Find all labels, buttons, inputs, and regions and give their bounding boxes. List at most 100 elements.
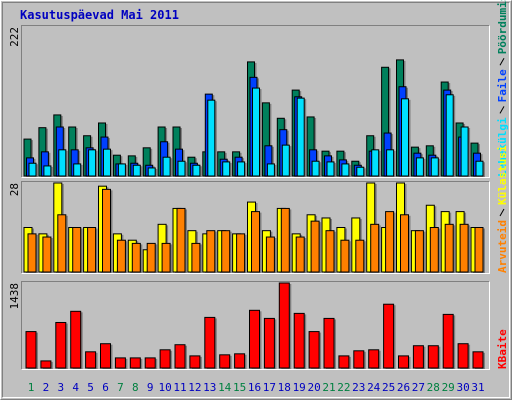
bar xyxy=(189,355,201,369)
bar xyxy=(177,160,186,177)
x-tick-label: 22 xyxy=(337,381,350,394)
x-tick-label: 27 xyxy=(412,381,425,394)
x-tick-label: 28 xyxy=(427,381,440,394)
legend-entry: Lehekülgi xyxy=(496,117,509,177)
bar xyxy=(102,188,111,273)
bar xyxy=(176,207,186,273)
bar xyxy=(368,349,380,369)
x-tick-label: 1 xyxy=(28,381,35,394)
x-tick-label: 4 xyxy=(72,381,79,394)
bar xyxy=(73,163,82,177)
bar xyxy=(144,357,156,369)
bar xyxy=(87,227,97,273)
x-tick-label: 26 xyxy=(397,381,410,394)
bar xyxy=(72,227,82,273)
x-tick-label: 30 xyxy=(456,381,469,394)
legend-entry: Pöördumisi xyxy=(496,0,509,54)
bar xyxy=(161,242,171,273)
bar xyxy=(58,149,67,177)
bar xyxy=(43,165,52,177)
bar xyxy=(280,207,290,273)
bar xyxy=(88,149,97,177)
bar xyxy=(371,149,380,177)
x-tick-label: 17 xyxy=(263,381,276,394)
bar xyxy=(162,156,171,177)
bar xyxy=(191,242,201,273)
x-tick-label: 8 xyxy=(132,381,139,394)
legend-entry: Külastusi xyxy=(496,145,509,205)
bar xyxy=(132,164,141,177)
x-tick-label: 21 xyxy=(322,381,335,394)
bar xyxy=(159,349,171,369)
bar xyxy=(444,223,454,273)
panel-bevel xyxy=(21,181,490,274)
bar xyxy=(174,344,186,369)
bar xyxy=(219,354,231,369)
bar xyxy=(385,211,395,273)
x-tick-label: 14 xyxy=(218,381,232,394)
panel-bevel xyxy=(21,181,490,274)
panel-bevel xyxy=(21,25,490,178)
plot: 222LehekülgiFailePöördumisi28ArvuteidKül… xyxy=(8,0,509,394)
x-tick-label: 5 xyxy=(87,381,94,394)
bar xyxy=(192,164,201,177)
x-tick-label: 2 xyxy=(43,381,50,394)
bar xyxy=(207,99,216,177)
x-tick-label: 25 xyxy=(382,381,395,394)
bar xyxy=(310,220,320,273)
bar xyxy=(295,236,305,273)
bar xyxy=(237,161,246,177)
x-tick-label: 12 xyxy=(188,381,201,394)
bar xyxy=(251,211,260,273)
x-tick-label: 3 xyxy=(57,381,64,394)
bar xyxy=(400,214,409,273)
bar xyxy=(222,161,231,177)
bar xyxy=(85,351,97,369)
bar xyxy=(131,242,141,273)
bar xyxy=(278,282,290,369)
legend-entry: Faile xyxy=(496,69,509,102)
bar xyxy=(398,355,409,369)
bar xyxy=(103,148,111,177)
bar xyxy=(281,144,290,177)
panel-bevel xyxy=(21,281,490,370)
panel-bevel xyxy=(21,281,490,370)
bar xyxy=(326,161,335,177)
bar xyxy=(340,239,350,273)
bar xyxy=(459,223,469,273)
legend-entry: KBaite xyxy=(496,329,509,369)
bar xyxy=(386,149,395,177)
bar xyxy=(460,126,469,177)
chart-title: Kasutuspäevad Mai 2011 xyxy=(20,8,179,22)
bar xyxy=(457,343,469,369)
bar xyxy=(252,87,260,177)
x-tick-label: 20 xyxy=(307,381,320,394)
bar xyxy=(323,317,335,369)
legend-separator xyxy=(499,58,505,66)
bar xyxy=(263,317,275,369)
bar xyxy=(27,233,37,273)
bar xyxy=(265,236,275,273)
bar xyxy=(40,360,52,369)
panel-bevel xyxy=(21,25,490,178)
bar xyxy=(296,97,305,177)
bar xyxy=(25,331,37,369)
bar xyxy=(28,162,37,177)
y-tick-label: 1438 xyxy=(8,283,21,310)
bar xyxy=(429,227,439,273)
bar xyxy=(100,343,111,369)
x-tick-label: 19 xyxy=(293,381,306,394)
y-tick-label: 222 xyxy=(8,27,21,47)
legend-entry: Arvuteid xyxy=(496,220,509,273)
x-tick-label: 11 xyxy=(173,381,186,394)
x-tick-label: 7 xyxy=(117,381,124,394)
bar xyxy=(206,230,216,273)
bar xyxy=(414,230,424,273)
x-tick-label: 15 xyxy=(233,381,246,394)
y-tick-label: 28 xyxy=(8,183,21,196)
bar xyxy=(445,94,454,177)
bar xyxy=(266,163,275,177)
bar xyxy=(370,223,380,273)
